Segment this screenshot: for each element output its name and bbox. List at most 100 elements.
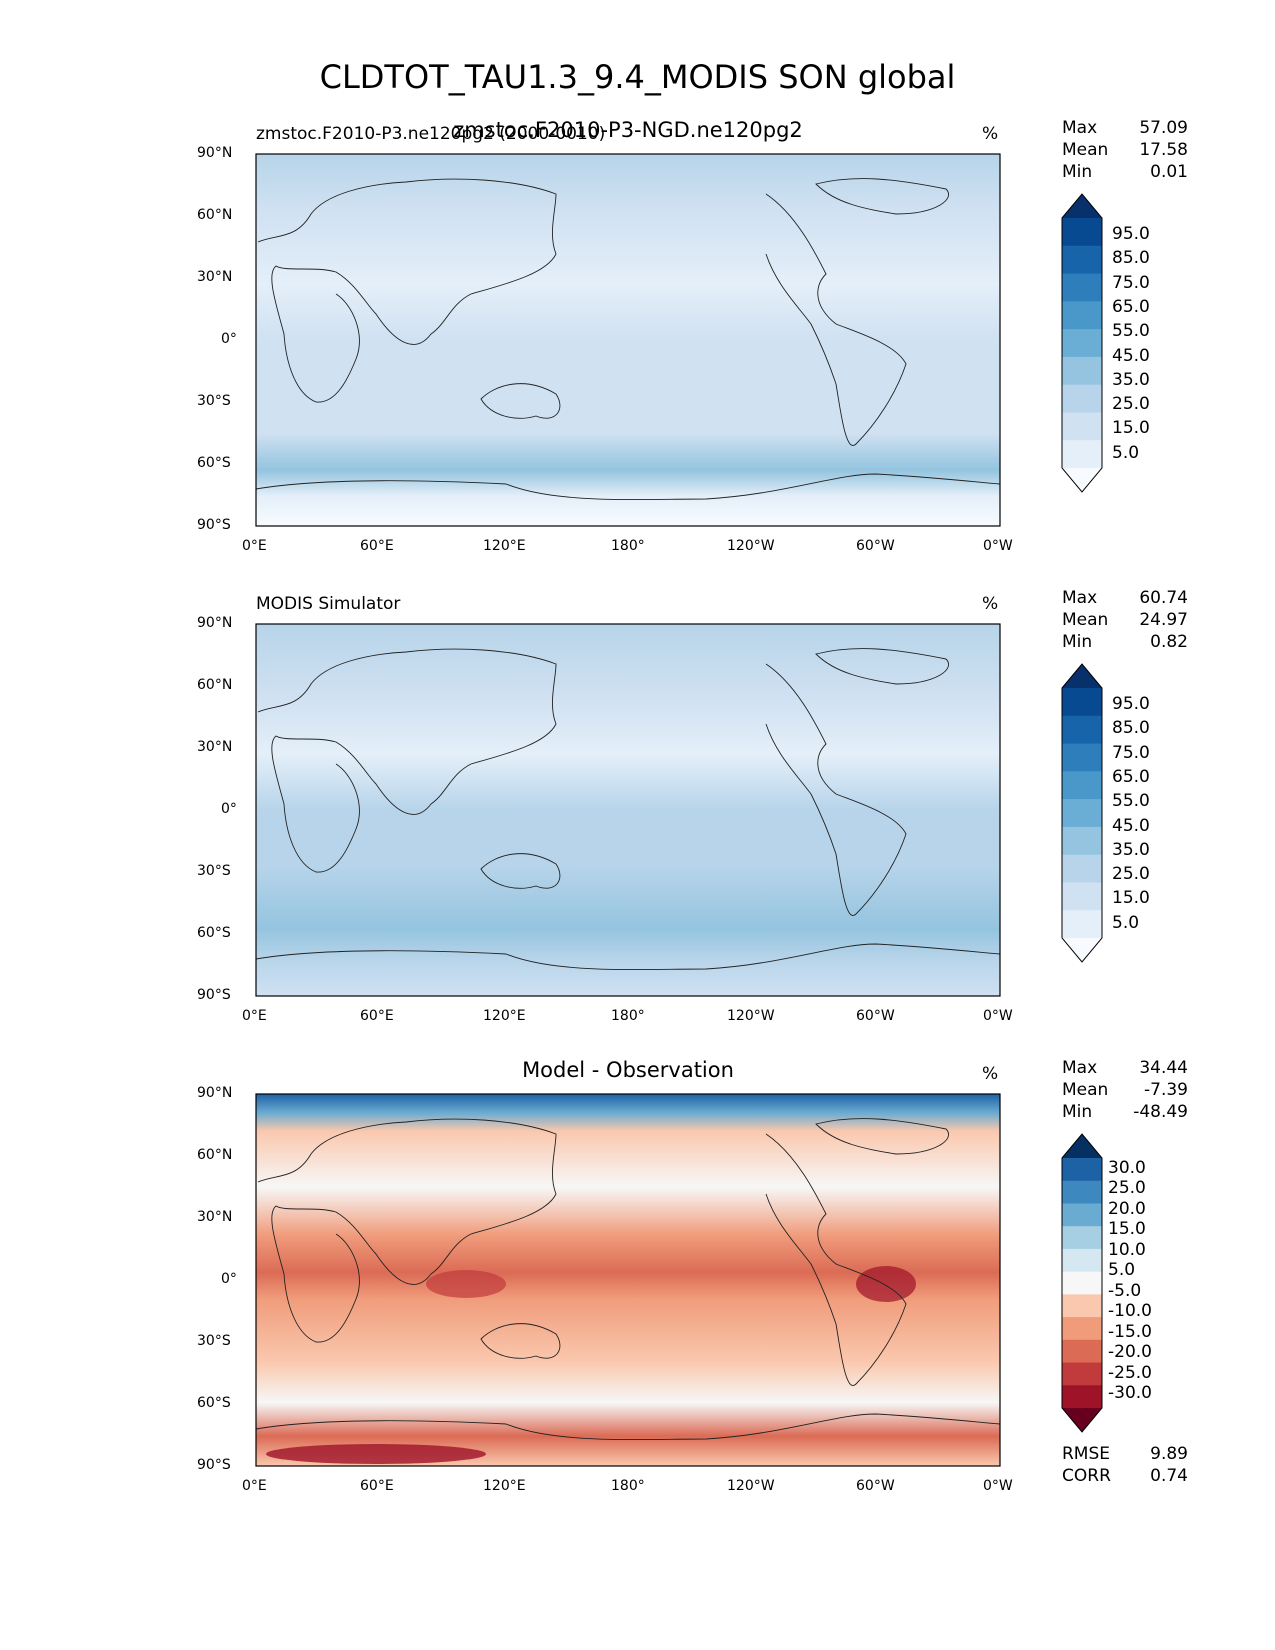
panel2-colorbar-label: 75.0 [1112,743,1150,763]
panel3-colorbar-swatch [1062,1339,1102,1364]
panel1-colorbar-swatch [1062,273,1102,302]
panel1-ytick: 90°S [197,517,231,533]
panel2-left-title: MODIS Simulator [256,594,401,614]
panel1-colorbar-extend-max [1062,194,1102,218]
panel3-xtick: 60°W [856,1478,895,1494]
panel2-stat-value: 0.82 [1150,632,1188,652]
panel2-colorbar-extend-min [1062,938,1102,962]
panel3-xtick: 180° [611,1478,645,1494]
panel2-colorbar-swatch [1062,771,1102,800]
panel1-xtick: 0°E [242,538,267,554]
panel3-colorbar-label: -15.0 [1108,1322,1152,1342]
panel1-xtick: 120°W [727,538,775,554]
panel3-colorbar-outline [1061,1133,1103,1433]
panel2-colorbar-label: 25.0 [1112,864,1150,884]
panel1-colorbar-swatch [1062,384,1102,413]
panel3-colorbar-label: -5.0 [1108,1281,1142,1301]
panel1-ytick: 60°N [197,207,233,223]
panel3-colorbar-label: -25.0 [1108,1363,1152,1383]
panel3-colorbar-swatch [1062,1248,1102,1273]
panel2-xtick: 180° [611,1008,645,1024]
panel2-map [255,623,1001,997]
panel1-colorbar-swatch [1062,412,1102,441]
panel3-colorbar-swatch [1062,1203,1102,1227]
panel2-colorbar-swatch [1062,799,1102,828]
panel2-colorbar-swatch [1062,826,1102,856]
panel1-colorbar-label: 35.0 [1112,370,1150,390]
panel1-xtick: 60°E [360,538,394,554]
panel2-colorbar-label: 45.0 [1112,816,1150,836]
panel2-stat-label: Max [1062,588,1098,608]
panel1-colorbar-swatch [1062,301,1102,330]
panel3-center-title: Model - Observation [522,1058,734,1082]
panel2-colorbar-label: 15.0 [1112,888,1150,908]
panel3-metric-label: CORR [1062,1466,1111,1486]
panel2-colorbar-swatch [1062,715,1102,745]
panel2-xtick: 60°W [856,1008,895,1024]
panel3-stat-label: Min [1062,1102,1093,1122]
panel3-xtick: 120°E [483,1478,526,1494]
panel3-colorbar-label: 15.0 [1108,1219,1146,1239]
panel2-ytick: 30°N [197,739,233,755]
panel3-colorbar-swatch [1062,1385,1102,1409]
panel1-colorbar-label: 55.0 [1112,321,1150,341]
panel1-center-title: zmstoc.F2010-P3-NGD.ne120pg2 [453,118,803,142]
panel2-colorbar-label: 35.0 [1112,840,1150,860]
panel2-colorbar-outline [1061,663,1103,963]
panel3-colorbar-label: 10.0 [1108,1240,1146,1260]
panel2-ytick: 0° [221,801,237,817]
panel3-stat-value: 34.44 [1139,1058,1188,1078]
panel3-colorbar-swatch [1062,1271,1102,1295]
panel3-ytick: 90°N [197,1085,233,1101]
figure-title: CLDTOT_TAU1.3_9.4_MODIS SON global [319,58,956,96]
panel2-colorbar-label: 95.0 [1112,694,1150,714]
panel2-xtick: 0°W [983,1008,1013,1024]
panel2-ytick: 60°S [197,925,231,941]
panel3-ytick: 30°N [197,1209,233,1225]
panel2-ytick: 90°N [197,615,233,631]
panel3-ytick: 30°S [197,1333,231,1349]
panel2-stat-label: Mean [1062,610,1109,630]
panel1-field [256,154,1000,526]
panel3-colorbar-label: 25.0 [1108,1178,1146,1198]
panel1-stat-label: Max [1062,118,1098,138]
panel3-stat-label: Mean [1062,1080,1109,1100]
panel1-ytick: 0° [221,331,237,347]
panel3-colorbar-label: 5.0 [1108,1260,1136,1280]
panel1-map [255,153,1001,527]
panel2-colorbar-swatch [1062,882,1102,911]
panel1-units: % [982,124,999,144]
panel2-colorbar-swatch [1062,743,1102,772]
panel2-colorbar-label: 55.0 [1112,791,1150,811]
panel3-xtick: 0°W [983,1478,1013,1494]
panel1-stat-value: 17.58 [1139,140,1188,160]
panel1-stat-label: Min [1062,162,1093,182]
panel2-stat-value: 60.74 [1139,588,1188,608]
panel2-xtick: 0°E [242,1008,267,1024]
panel1-colorbar-swatch [1062,440,1102,469]
panel1-colorbar-outline [1061,193,1103,493]
panel3-colorbar [1060,1133,1104,1433]
panel1-xtick: 60°W [856,538,895,554]
panel3-ytick: 60°S [197,1395,231,1411]
panel2-stat-value: 24.97 [1139,610,1188,630]
panel3-colorbar-swatch [1062,1294,1102,1318]
panel2-field [256,624,1000,996]
panel3-xtick: 120°W [727,1478,775,1494]
panel3-colorbar-label: -30.0 [1108,1383,1152,1403]
panel1-ytick: 90°N [197,145,233,161]
panel3-colorbar-extend-min [1062,1408,1102,1432]
panel3-colorbar-swatch [1062,1180,1102,1204]
panel3-xtick: 60°E [360,1478,394,1494]
panel2-colorbar-label: 65.0 [1112,767,1150,787]
panel1-stat-label: Mean [1062,140,1109,160]
panel1-coastlines [255,178,1001,501]
panel3-colorbar-label: 20.0 [1108,1199,1146,1219]
panel1-colorbar-swatch [1062,329,1102,358]
panel2-colorbar [1060,663,1104,963]
panel1-colorbar-swatch [1062,218,1102,247]
panel3-colorbar-swatch [1062,1158,1102,1182]
panel1-ytick: 30°S [197,393,231,409]
panel1-colorbar-label: 15.0 [1112,418,1150,438]
panel3-stat-value: -48.49 [1133,1102,1188,1122]
